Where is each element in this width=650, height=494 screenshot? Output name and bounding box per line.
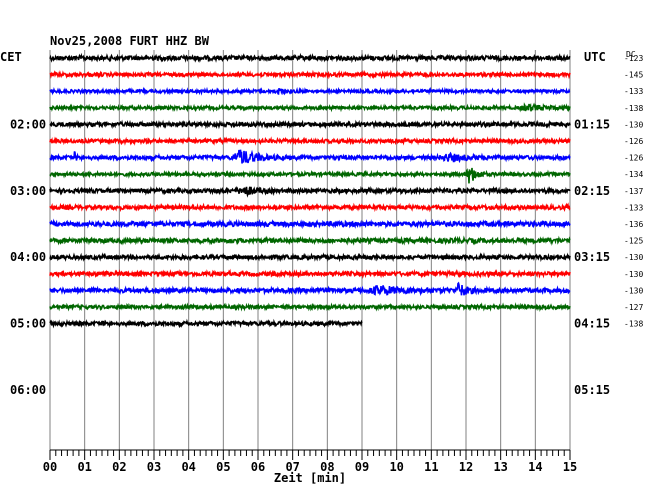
- seismic-trace: [49, 102, 571, 113]
- trace-group: [49, 52, 571, 329]
- dc-offset-label: -125: [624, 237, 643, 246]
- seismic-trace: [49, 281, 571, 297]
- x-tick-label: 03: [147, 460, 161, 474]
- seismic-trace: [49, 86, 571, 96]
- seismic-trace: [49, 235, 571, 246]
- x-tick-label: 07: [285, 460, 299, 474]
- seismic-trace: [49, 69, 571, 80]
- x-tick-label: 11: [424, 460, 438, 474]
- cet-time-label: 06:00: [10, 383, 46, 397]
- x-tick-label: 04: [181, 460, 195, 474]
- seismic-trace: [49, 318, 363, 329]
- x-tick-label: 09: [355, 460, 369, 474]
- seismic-trace: [49, 185, 571, 198]
- dc-offset-label: -130: [624, 286, 643, 295]
- x-axis-label: Zeit [min]: [274, 471, 346, 485]
- seismic-trace: [49, 268, 571, 279]
- seismic-trace: [49, 302, 571, 312]
- minute-grid: [49, 50, 571, 450]
- x-tick-label: 15: [563, 460, 577, 474]
- seismic-trace: [49, 167, 571, 184]
- x-tick-label: 06: [251, 460, 265, 474]
- x-tick-label: 01: [77, 460, 91, 474]
- cet-time-label: 04:00: [10, 250, 46, 264]
- dc-offset-label: -145: [624, 71, 643, 80]
- utc-time-label: 02:15: [574, 184, 610, 198]
- cet-time-label: 03:00: [10, 184, 46, 198]
- x-tick-label: 02: [112, 460, 126, 474]
- cet-time-label: 05:00: [10, 317, 46, 331]
- dc-offset-label: -126: [624, 137, 643, 146]
- dc-offset-label: -134: [624, 170, 643, 179]
- x-tick-label: 10: [389, 460, 403, 474]
- seismic-trace: [49, 252, 571, 263]
- dc-offset-label: -138: [624, 320, 643, 329]
- x-tick-label: 12: [459, 460, 473, 474]
- chart-title: Nov25,2008 FURT HHZ BW: [50, 34, 210, 48]
- utc-label: UTC: [584, 50, 606, 64]
- x-tick-label: 14: [528, 460, 542, 474]
- dc-offset-label: -138: [624, 104, 643, 113]
- label-group: Nov25,2008 FURT HHZ BW CET UTC DC Zeit […: [0, 34, 643, 485]
- dc-offset-label: -126: [624, 154, 643, 163]
- utc-time-label: 01:15: [574, 117, 610, 131]
- dc-offset-label: -133: [624, 87, 643, 96]
- cet-label: CET: [0, 50, 22, 64]
- dc-offset-label: -130: [624, 270, 643, 279]
- utc-time-label: 04:15: [574, 317, 610, 331]
- dc-offset-label: -137: [624, 187, 643, 196]
- x-tick-label: 08: [320, 460, 334, 474]
- dc-offset-label: -136: [624, 220, 643, 229]
- seismic-trace: [49, 149, 571, 164]
- dc-offset-label: -123: [624, 54, 643, 63]
- dc-offset-label: -127: [624, 303, 643, 312]
- utc-time-label: 03:15: [574, 250, 610, 264]
- x-axis: 00 01 02 03 04 05 06 07 08 09 10 11 12 13 14 15: [43, 449, 577, 474]
- dc-header: DC: [626, 50, 636, 59]
- seismic-trace: [49, 202, 571, 213]
- dc-offset-label: -130: [624, 120, 643, 129]
- seismic-trace: [49, 119, 571, 130]
- x-tick-label: 13: [493, 460, 507, 474]
- dc-offset-label: -130: [624, 253, 643, 262]
- dc-offset-label: -133: [624, 203, 643, 212]
- x-tick-label: 00: [43, 460, 57, 474]
- seismic-trace: [49, 218, 571, 230]
- x-tick-label: 05: [216, 460, 230, 474]
- utc-time-label: 05:15: [574, 383, 610, 397]
- cet-time-label: 02:00: [10, 117, 46, 131]
- seismic-trace: [49, 52, 571, 64]
- seismic-trace: [49, 136, 571, 146]
